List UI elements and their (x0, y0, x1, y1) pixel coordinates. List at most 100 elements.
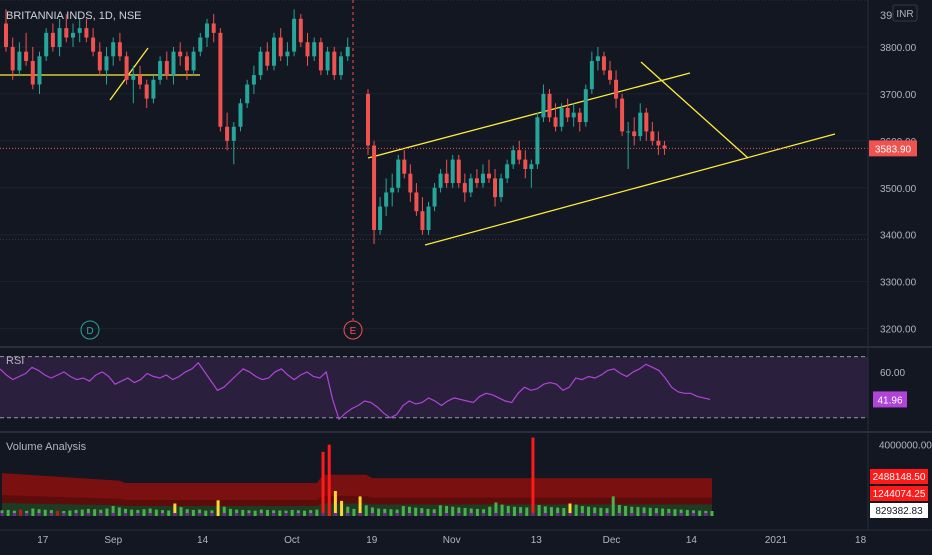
volume-bar (624, 506, 628, 516)
volume-baseline-marker (12, 513, 16, 516)
candle-body (345, 46, 350, 57)
candle-body (278, 37, 283, 57)
candle-body (571, 112, 576, 118)
candle-body (24, 51, 29, 62)
currency-button[interactable] (892, 4, 918, 22)
candle-body (339, 56, 343, 76)
volume-bar (500, 504, 504, 516)
volume-bar (6, 509, 10, 516)
volume-bar (667, 508, 671, 516)
volume-pane[interactable]: Volume Analysis (0, 437, 714, 516)
volume-bar (241, 509, 245, 516)
volume-baseline-marker (111, 513, 115, 516)
rsi-pane[interactable]: RSI (0, 355, 868, 421)
candle-body (608, 70, 612, 80)
candle-body (468, 178, 473, 193)
trend-line[interactable] (640, 61, 749, 159)
volume-bar (173, 503, 177, 516)
candle-body (547, 93, 552, 118)
volume-baseline-marker (580, 513, 584, 516)
volume-baseline-marker (173, 513, 177, 516)
candle-body (238, 103, 243, 127)
volume-bar (630, 506, 634, 516)
candle-body (251, 75, 256, 85)
volume-baseline-marker (222, 513, 226, 516)
volume-baseline-marker (654, 513, 658, 516)
price-tick-label: 3800.00 (880, 43, 917, 54)
candle-body (487, 173, 491, 179)
candles[interactable] (4, 9, 667, 245)
volume-bar (543, 506, 547, 516)
volume-baseline-marker (346, 513, 350, 516)
trend-line[interactable] (424, 133, 836, 246)
candle-body (372, 145, 377, 230)
volume-baseline-marker (136, 513, 140, 516)
volume-bar (414, 507, 418, 516)
event-marker-letter[interactable]: D (86, 326, 93, 337)
event-marker-letter[interactable]: E (350, 326, 357, 337)
candle-body (565, 107, 570, 118)
volume-baseline-marker (407, 513, 411, 516)
volume-bar (303, 510, 307, 516)
event-marker-circle[interactable] (80, 320, 100, 340)
volume-bar (574, 504, 578, 516)
time-axis[interactable]: 17 Sep 14 Oct 19 Nov 13 Dec 14 2021 18 (0, 529, 932, 546)
candle-body (493, 178, 498, 198)
volume-bar (74, 509, 78, 516)
candle-body (272, 37, 276, 66)
candle-body (104, 56, 109, 71)
rsi-last-value: 41.96 (877, 395, 902, 406)
event-marker-circle[interactable] (343, 320, 363, 340)
volume-series-label: 829382.83 (875, 506, 923, 517)
volume-baseline-marker (667, 513, 671, 516)
candle-body (151, 79, 156, 99)
candle-body (529, 164, 534, 169)
time-tick-label: Nov (443, 535, 461, 546)
volume-bar (549, 507, 553, 516)
candle-body (499, 178, 504, 198)
candle-body (462, 183, 467, 193)
volume-bar (222, 506, 226, 516)
candle-body (420, 211, 425, 230)
volume-baseline-marker (321, 513, 325, 516)
price-tick-label: 3200.00 (880, 325, 917, 336)
volume-baseline-marker (383, 513, 387, 516)
volume-tick-label: 4000000.00 (879, 441, 932, 452)
volume-bar (259, 509, 263, 516)
candle-body (325, 51, 330, 71)
candle-body (57, 28, 62, 47)
candle-body (4, 23, 8, 47)
currency-button-label[interactable]: INR (896, 9, 913, 20)
volume-bar (327, 444, 331, 516)
candle-body (258, 51, 263, 76)
volume-bar (482, 509, 486, 516)
volume-baseline-marker (259, 513, 263, 516)
trend-line[interactable] (109, 47, 149, 101)
price-axis[interactable]: 3800.003700.003600.003500.003400.003300.… (867, 0, 932, 530)
symbol-header[interactable]: BRITANNIA INDS, 1D, NSE (6, 10, 142, 22)
volume-bar (179, 507, 183, 516)
time-tick-label: 19 (366, 535, 378, 546)
volume-bar (587, 506, 591, 516)
candle-body (211, 23, 216, 33)
candle-body (601, 56, 606, 71)
volume-baseline-marker (494, 513, 498, 516)
symbol-title[interactable]: BRITANNIA INDS, 1D, NSE (6, 10, 142, 22)
rsi-tick-label: 60.00 (880, 368, 905, 379)
volume-bar (648, 507, 652, 516)
volume-baseline-marker (25, 513, 29, 516)
volume-baseline-marker (506, 513, 510, 516)
candle-body (265, 51, 270, 66)
trend-line[interactable] (367, 72, 691, 159)
candle-body (626, 131, 631, 133)
price-tick-label: 3700.00 (880, 90, 917, 101)
candle-body (553, 117, 558, 127)
volume-bar (611, 496, 615, 516)
volume-bar (420, 508, 424, 516)
volume-bar (426, 508, 430, 516)
volume-bar (519, 507, 523, 516)
